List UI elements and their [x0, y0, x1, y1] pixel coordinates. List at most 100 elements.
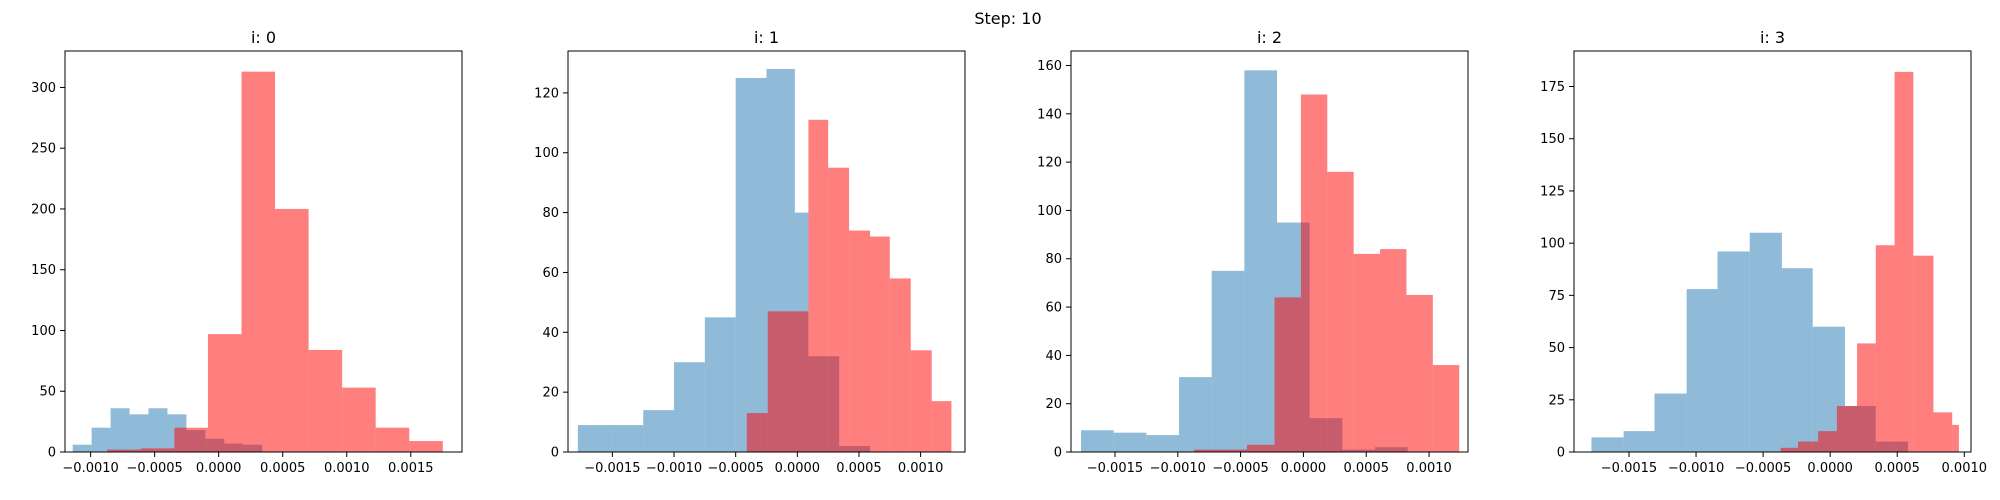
y-tick-label: 60 [542, 266, 559, 281]
x-tick-label: −0.0010 [1150, 461, 1206, 476]
y-tick-label: 175 [1540, 80, 1565, 95]
x-tick-label: 0.0005 [836, 461, 882, 476]
y-tick-label: 100 [1037, 204, 1062, 219]
histogram-bar-red [1933, 412, 1953, 452]
histogram-bar-red [746, 413, 768, 452]
histogram-bar-red [1797, 441, 1819, 452]
histogram-bar-blue [643, 410, 675, 452]
histogram-bar-red [1894, 71, 1914, 452]
histogram-bar-red [849, 230, 871, 452]
y-tick-label: 75 [1548, 289, 1565, 304]
histogram-bar-blue [1654, 393, 1687, 452]
axes-frame [1573, 50, 1972, 453]
y-tick-label: 40 [1045, 349, 1062, 364]
y-tick-label: 0 [1557, 446, 1565, 461]
subplot-2: −0.0015 −0.0010 −0.0005 0.0000 0.0005 0.0010 0… [1037, 28, 1469, 476]
histogram-bar-red [1246, 444, 1275, 452]
histogram-bar-red [931, 401, 952, 452]
histogram-bar-red [107, 449, 141, 452]
histogram-bar-red [1780, 447, 1798, 452]
histogram-bar-blue [1211, 270, 1245, 452]
histogram-bar-blue [1146, 435, 1180, 452]
x-tick-label: 0.0000 [196, 461, 242, 476]
x-tick-label: 0.0010 [1406, 461, 1452, 476]
histogram-bar-blue [1081, 430, 1114, 452]
x-tick-label: −0.0005 [1735, 461, 1791, 476]
subplot-title: i: 0 [251, 28, 276, 47]
histogram-bar-red [140, 448, 175, 452]
histogram-bar-red [308, 349, 343, 452]
y-tick-label: 0 [551, 446, 559, 461]
histogram-bar-red [1818, 431, 1837, 452]
x-tick-label: −0.0015 [1601, 461, 1657, 476]
histogram-bar-blue [1179, 377, 1212, 452]
histogram-bar-red [1274, 297, 1301, 452]
y-tick-label: 25 [1548, 393, 1565, 408]
x-tick-label: 0.0010 [898, 461, 944, 476]
axes-frame [567, 50, 966, 453]
histogram-bar-red [1353, 253, 1381, 452]
y-tick-label: 150 [1540, 132, 1565, 147]
histogram-bar-red [375, 427, 410, 452]
y-tick-label: 100 [534, 146, 559, 161]
histogram-bar-blue [1113, 432, 1147, 452]
x-tick-label: 0.0005 [1874, 461, 1920, 476]
histogram-bar-red [342, 387, 376, 452]
histogram-bar-red [409, 441, 443, 452]
y-tick-label: 80 [1045, 252, 1062, 267]
histogram-bar-red [1194, 449, 1221, 452]
histogram-bar-blue [110, 408, 130, 452]
y-tick-label: 200 [31, 202, 56, 217]
histogram-bar-red [767, 311, 809, 452]
histogram-bar-blue [1717, 251, 1750, 452]
x-tick-label: −0.0015 [1087, 461, 1143, 476]
axes-frame [64, 50, 463, 453]
histogram-bar-blue [91, 427, 111, 452]
y-tick-label: 120 [534, 86, 559, 101]
subplot-title: i: 2 [1257, 28, 1282, 47]
x-tick-label: 0.0015 [388, 461, 434, 476]
histogram-bar-red [207, 334, 242, 452]
histogram-bar-blue [1686, 289, 1718, 452]
histogram-bar-red [1406, 294, 1433, 452]
y-tick-label: 0 [48, 446, 56, 461]
histogram-bar-red [1952, 424, 1959, 452]
y-tick-label: 150 [31, 263, 56, 278]
histogram-bar-red [828, 167, 850, 452]
histogram-bar-red [870, 236, 890, 452]
histogram-bar-blue [129, 414, 149, 452]
y-tick-label: 100 [31, 324, 56, 339]
x-tick-label: 0.0010 [324, 461, 370, 476]
histogram-bar-blue [148, 408, 168, 452]
y-tick-label: 40 [542, 326, 559, 341]
axes-frame [1070, 50, 1469, 453]
histogram-bar-blue [735, 77, 767, 452]
x-tick-label: −0.0015 [584, 461, 640, 476]
histogram-bar-blue [1591, 437, 1624, 452]
x-tick-label: 0.0005 [1343, 461, 1389, 476]
x-tick-label: 0.0005 [260, 461, 306, 476]
x-tick-label: −0.0010 [1668, 461, 1724, 476]
y-tick-label: 160 [1037, 59, 1062, 74]
histogram-bar-red [1913, 255, 1934, 452]
histogram-bar-red [1380, 249, 1407, 452]
x-tick-label: −0.0005 [126, 461, 182, 476]
y-tick-label: 100 [1540, 237, 1565, 252]
histogram-bar-blue [577, 425, 613, 452]
y-tick-label: 20 [542, 386, 559, 401]
histogram-bar-red [174, 427, 208, 452]
histogram-bar-red [1300, 94, 1328, 452]
x-tick-label: −0.0010 [62, 461, 118, 476]
subplot-title: i: 1 [754, 28, 779, 47]
y-tick-label: 140 [1037, 107, 1062, 122]
histogram-bar-red [1220, 449, 1247, 452]
histogram-bar-red [1856, 343, 1876, 452]
histogram-bars [1591, 71, 1959, 452]
y-tick-label: 0 [1054, 446, 1062, 461]
x-tick-label: −0.0010 [646, 461, 702, 476]
y-tick-label: 60 [1045, 301, 1062, 316]
y-tick-label: 80 [542, 206, 559, 221]
subplot-title: i: 3 [1760, 28, 1785, 47]
